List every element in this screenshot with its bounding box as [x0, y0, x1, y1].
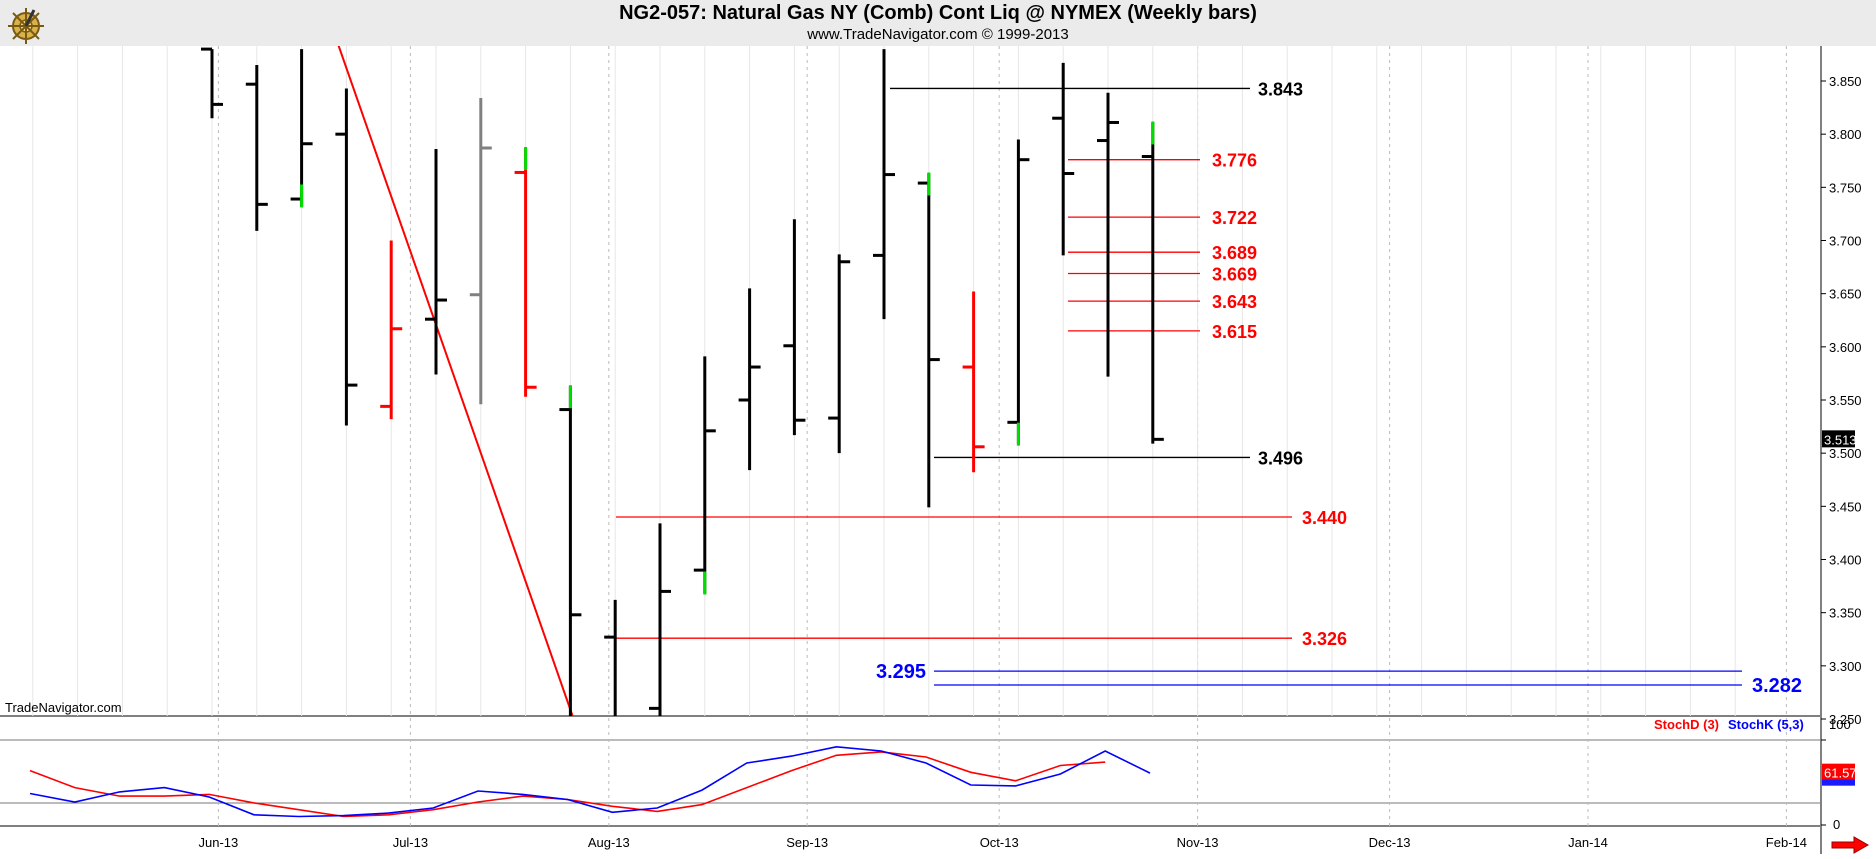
watermark: TradeNavigator.com — [5, 700, 122, 715]
x-tick-label: Aug-13 — [588, 835, 630, 850]
price-bar — [559, 385, 582, 716]
price-bar — [290, 49, 313, 208]
stochd-line — [29, 751, 1106, 818]
x-tick-label: Oct-13 — [980, 835, 1019, 850]
scroll-right-arrow-icon[interactable] — [1830, 836, 1870, 854]
y-axis-panel — [1820, 46, 1876, 854]
last-price-box — [1822, 430, 1855, 448]
trendline — [337, 46, 574, 716]
level-label: 3.440 — [1302, 508, 1347, 528]
x-tick-label: Jun-13 — [199, 835, 239, 850]
price-bar — [380, 240, 403, 420]
legend-stochk: StochK (5,3) — [1728, 717, 1804, 732]
price-bar — [425, 149, 447, 375]
level-label: 3.776 — [1212, 151, 1257, 171]
level-label: 3.722 — [1212, 208, 1257, 228]
y-tick-label: 100 — [1829, 717, 1851, 732]
level-label: 3.643 — [1212, 292, 1257, 312]
x-tick-label: Nov-13 — [1177, 835, 1219, 850]
price-bar — [514, 146, 537, 397]
level-label: 3.282 — [1752, 675, 1802, 697]
y-tick-label: 3.750 — [1829, 180, 1862, 195]
price-panel — [0, 46, 1820, 716]
price-plot-area — [201, 46, 1742, 716]
price-bar — [649, 523, 671, 716]
stoch-k-last-box — [1822, 779, 1855, 786]
y-tick-label: 3.650 — [1829, 287, 1862, 302]
price-bar — [245, 65, 268, 231]
stoch-last-label: 61.57 — [1824, 766, 1857, 781]
x-tick-label: Jul-13 — [393, 835, 428, 850]
chart-header — [0, 0, 1876, 46]
y-tick-label: 3.250 — [1829, 712, 1862, 727]
y-tick-label: 3.300 — [1829, 659, 1862, 674]
y-tick-label: 3.400 — [1829, 553, 1862, 568]
level-label: 3.326 — [1302, 629, 1347, 649]
stoch-last-box — [1822, 763, 1855, 781]
y-tick-label: 3.700 — [1829, 234, 1862, 249]
level-label: 3.615 — [1212, 322, 1257, 342]
price-bar — [828, 254, 851, 454]
price-bar — [917, 172, 940, 508]
x-tick-label: Jan-14 — [1568, 835, 1608, 850]
level-label: 3.496 — [1258, 448, 1303, 468]
y-tick-label: 3.350 — [1829, 606, 1862, 621]
y-tick-label: 3.450 — [1829, 499, 1862, 514]
x-tick-label: Feb-14 — [1766, 835, 1807, 850]
x-tick-label: Dec-13 — [1369, 835, 1411, 850]
last-price-label: 3.513 — [1824, 432, 1857, 447]
level-label: 3.295 — [876, 661, 926, 683]
price-bar — [201, 47, 223, 119]
level-label: 3.669 — [1212, 264, 1257, 284]
y-tick-label: 3.500 — [1829, 446, 1862, 461]
level-label: 3.843 — [1258, 79, 1303, 99]
price-bar — [604, 599, 617, 716]
price-bar — [873, 49, 895, 320]
price-bar — [783, 219, 806, 436]
price-bar — [693, 356, 716, 595]
price-bar — [962, 291, 985, 473]
chart-subtitle: www.TradeNavigator.com © 1999-2013 — [807, 26, 1069, 43]
y-tick-label: 3.600 — [1829, 340, 1862, 355]
y-tick-label: 3.850 — [1829, 74, 1862, 89]
price-bar — [738, 288, 761, 471]
price-bar — [1052, 62, 1075, 256]
price-bar — [1141, 121, 1164, 444]
price-bar — [1007, 139, 1030, 446]
level-label: 3.689 — [1212, 243, 1257, 263]
legend-stochd: StochD (3) — [1654, 717, 1719, 732]
y-tick-label: 0 — [1833, 817, 1840, 832]
chart-title: NG2-057: Natural Gas NY (Comb) Cont Liq … — [619, 2, 1257, 24]
price-bar — [469, 98, 492, 405]
y-tick-label: 3.800 — [1829, 127, 1862, 142]
x-tick-label: Sep-13 — [786, 835, 828, 850]
stochk-line — [29, 745, 1151, 818]
price-bar — [335, 88, 358, 426]
tradenavigator-logo-icon[interactable] — [4, 2, 44, 46]
price-bar — [1097, 92, 1119, 377]
y-tick-label: 3.550 — [1829, 393, 1862, 408]
